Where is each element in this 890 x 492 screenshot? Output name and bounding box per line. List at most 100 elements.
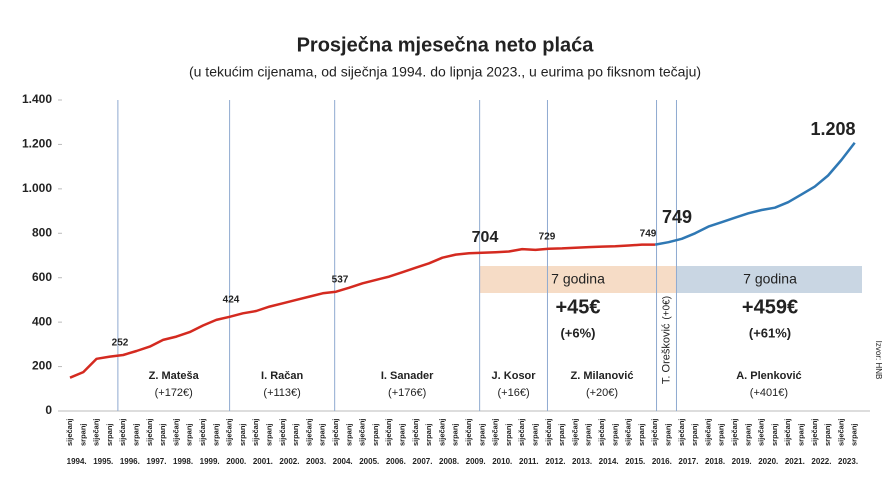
year-label: 1998. (173, 457, 193, 466)
point-label: 704 (472, 229, 499, 246)
period-percent: (+6%) (560, 325, 595, 340)
y-tick-label: 1.400 (22, 92, 52, 106)
year-label: 2001. (253, 457, 273, 466)
period-percent: (+61%) (749, 325, 791, 340)
x-tick-label: srpanj (796, 423, 805, 446)
point-label: 749 (640, 229, 657, 240)
x-tick-label: srpanj (424, 423, 433, 446)
year-label: 2018. (705, 457, 725, 466)
government-change: (+113€) (263, 387, 300, 399)
x-tick-label: siječanj (225, 418, 234, 446)
year-label: 2013. (572, 457, 592, 466)
x-tick-label: srpanj (530, 423, 539, 446)
x-tick-label: srpanj (185, 423, 194, 446)
year-label: 1997. (146, 457, 166, 466)
x-tick-label: siječanj (544, 418, 553, 446)
x-tick-label: srpanj (344, 423, 353, 446)
year-label: 2009. (466, 457, 486, 466)
x-tick-label: siječanj (411, 418, 420, 446)
government-name: Z. Milanović (571, 370, 634, 382)
period-box (480, 266, 676, 293)
x-tick-label: srpanj (238, 423, 247, 446)
x-tick-label: siječanj (358, 418, 367, 446)
year-label: 2003. (306, 457, 326, 466)
government-change: (+176€) (388, 387, 426, 399)
y-tick-label: 400 (32, 314, 52, 328)
x-tick-label: siječanj (437, 418, 446, 446)
x-tick-label: srpanj (823, 423, 832, 446)
y-tick-label: 600 (32, 270, 52, 284)
x-tick-label: srpanj (397, 423, 406, 446)
year-label: 1995. (93, 457, 113, 466)
x-tick-label: siječanj (703, 418, 712, 446)
government-change: (+401€) (750, 387, 788, 399)
x-tick-label: srpanj (131, 423, 140, 446)
year-label: 1996. (120, 457, 140, 466)
year-label: 1994. (67, 457, 87, 466)
x-tick-label: srpanj (264, 423, 273, 446)
x-tick-label: srpanj (610, 423, 619, 446)
x-tick-label: srpanj (158, 423, 167, 446)
year-label: 2002. (279, 457, 299, 466)
year-label: 1999. (200, 457, 220, 466)
year-label: 2000. (226, 457, 246, 466)
x-tick-label: siječanj (570, 418, 579, 446)
government-name: Z. Mateša (149, 370, 200, 382)
x-tick-label: siječanj (92, 418, 101, 446)
period-label: 7 godina (551, 271, 605, 287)
x-tick-label: srpanj (504, 423, 513, 446)
x-tick-label: srpanj (850, 423, 859, 446)
y-tick-label: 0 (45, 403, 52, 417)
source: Izvor: HNB (874, 341, 883, 380)
year-label: 2010. (492, 457, 512, 466)
x-tick-label: srpanj (584, 423, 593, 446)
point-label: 252 (112, 338, 129, 349)
x-tick-label: srpanj (717, 423, 726, 446)
year-label: 2022. (811, 457, 831, 466)
government-change: (+0€) (661, 296, 672, 320)
year-label: 2012. (545, 457, 565, 466)
x-tick-label: siječanj (491, 418, 500, 446)
government-change: (+172€) (155, 387, 193, 399)
government-name: J. Kosor (492, 370, 537, 382)
government-change: (+16€) (498, 387, 530, 399)
x-tick-label: siječanj (624, 418, 633, 446)
x-tick-label: siječanj (384, 418, 393, 446)
x-tick-label: srpanj (477, 423, 486, 446)
x-tick-label: srpanj (743, 423, 752, 446)
year-label: 2020. (758, 457, 778, 466)
year-label: 2014. (599, 457, 619, 466)
x-tick-label: srpanj (557, 423, 566, 446)
year-label: 2016. (652, 457, 672, 466)
x-tick-label: siječanj (810, 418, 819, 446)
x-tick-label: siječanj (650, 418, 659, 446)
year-label: 2017. (678, 457, 698, 466)
year-label: 2015. (625, 457, 645, 466)
period-change: +45€ (555, 296, 600, 318)
government-name: I. Račan (261, 370, 303, 382)
x-tick-label: siječanj (118, 418, 127, 446)
x-tick-label: siječanj (171, 418, 180, 446)
year-label: 2005. (359, 457, 379, 466)
year-label: 2004. (333, 457, 353, 466)
point-label: 729 (539, 232, 556, 243)
chart-subtitle: (u tekućim cijenama, od siječnja 1994. d… (189, 64, 701, 80)
x-tick-label: srpanj (105, 423, 114, 446)
x-tick-label: siječanj (517, 418, 526, 446)
x-tick-label: srpanj (663, 423, 672, 446)
period-label: 7 godina (743, 271, 797, 287)
point-label: 1.208 (810, 119, 855, 139)
series-line (654, 141, 856, 246)
x-tick-label: siječanj (730, 418, 739, 446)
year-label: 2007. (412, 457, 432, 466)
period-change: +459€ (742, 296, 798, 318)
x-tick-label: siječanj (251, 418, 260, 446)
year-label: 2019. (732, 457, 752, 466)
x-tick-label: srpanj (770, 423, 779, 446)
x-tick-label: siječanj (677, 418, 686, 446)
year-label: 2021. (785, 457, 805, 466)
x-tick-label: srpanj (451, 423, 460, 446)
x-tick-label: srpanj (318, 423, 327, 446)
y-tick-label: 800 (32, 225, 52, 239)
